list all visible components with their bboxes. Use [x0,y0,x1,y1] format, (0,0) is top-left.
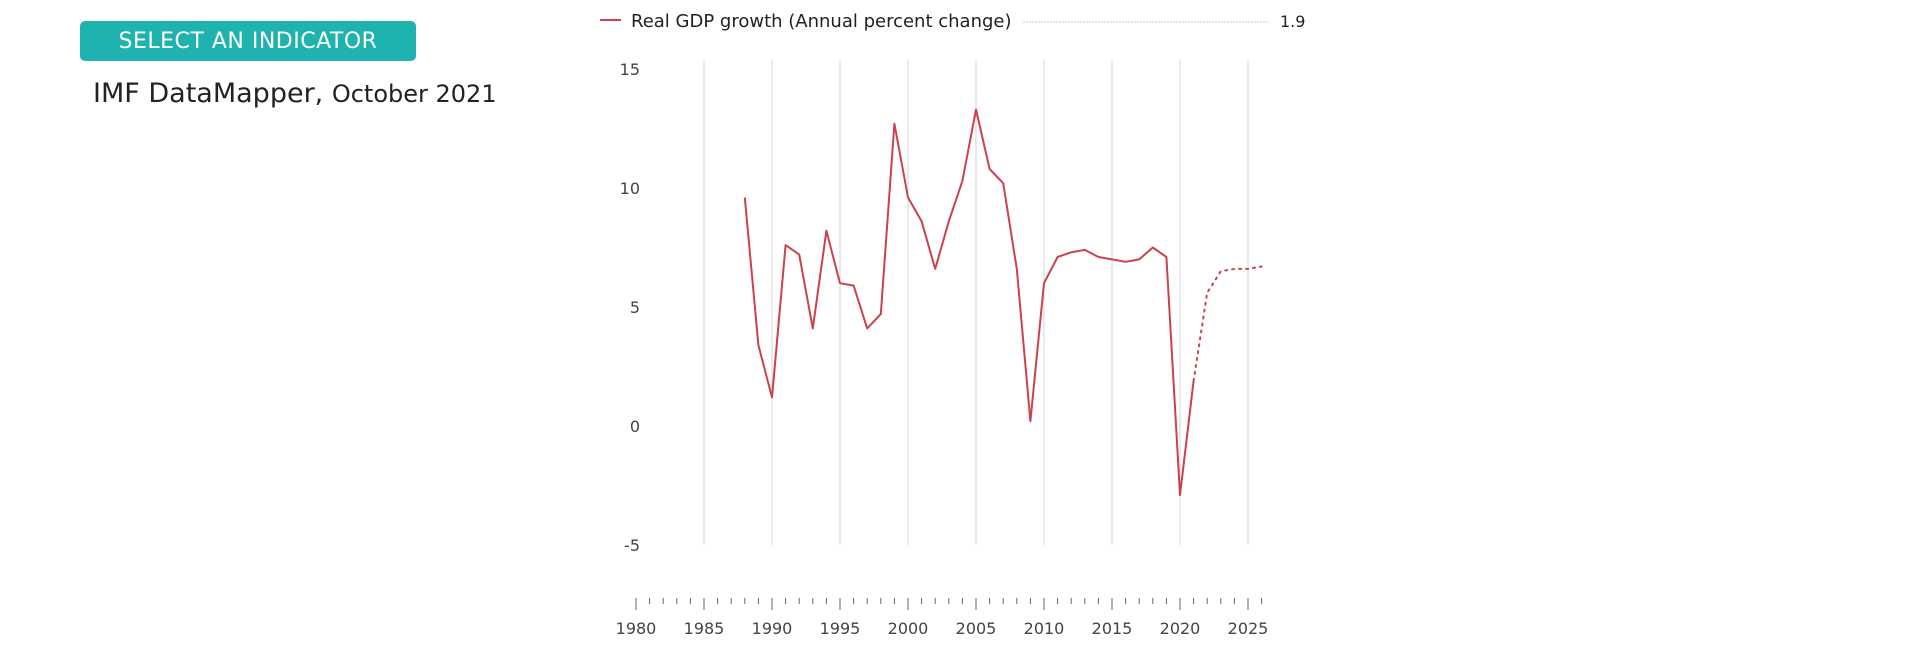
x-tick-label: 2005 [956,619,997,638]
source-date: October 2021 [331,80,497,108]
source-name: IMF DataMapper [93,78,315,109]
series-line-actual [743,108,1195,496]
legend-label: Real GDP growth (Annual percent change) [631,11,1012,32]
x-tick-label: 2000 [888,619,929,638]
y-tick-label: -5 [624,536,640,555]
y-tick-label: 15 [620,60,640,79]
source-separator: , [314,78,332,109]
y-axis-labels: 15 10 5 0 -5 [620,60,640,555]
y-tick-label: 0 [630,417,640,436]
x-tick-label: 1995 [820,619,861,638]
source-line: IMF DataMapper, October 2021 [93,78,497,109]
x-tick-label: 2010 [1024,619,1065,638]
chart-legend[interactable]: Real GDP growth (Annual percent change) … [600,11,1305,32]
x-tick-label: 2020 [1160,619,1201,638]
y-tick-label: 10 [620,179,640,198]
x-tick-label: 2025 [1228,619,1269,638]
series-line-projection [1192,265,1263,382]
select-indicator-button[interactable]: SELECT AN INDICATOR [80,21,416,61]
x-tick-label: 2015 [1092,619,1133,638]
legend-value: 1.9 [1280,12,1305,31]
y-tick-label: 5 [630,298,640,317]
series-layer [743,108,1263,496]
grid-layer [703,60,1249,545]
x-axis: 1980 1985 1990 1995 2000 2005 2010 2015 2020 2025 [616,598,1269,638]
x-tick-label: 1985 [684,619,725,638]
x-tick-label: 1980 [616,619,657,638]
x-tick-label: 1990 [752,619,793,638]
